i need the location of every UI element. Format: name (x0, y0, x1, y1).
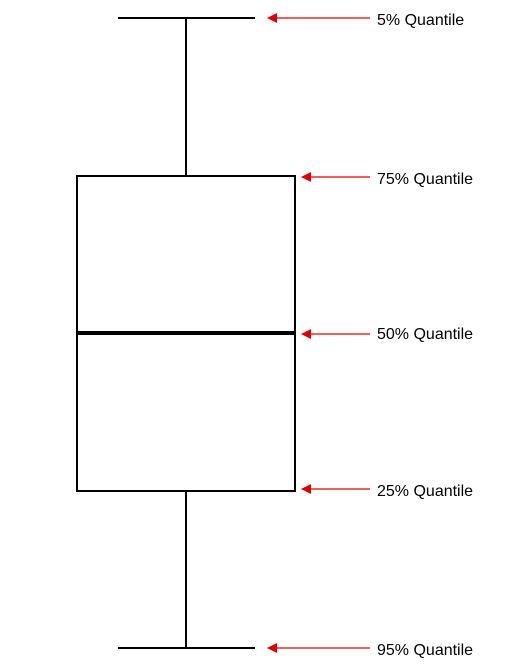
label-95-quantile: 95% Quantile (377, 642, 473, 659)
label-50-quantile: 50% Quantile (377, 326, 473, 343)
label-5-quantile: 5% Quantile (377, 12, 464, 29)
label-75-quantile: 75% Quantile (377, 171, 473, 188)
label-25-quantile: 25% Quantile (377, 483, 473, 500)
